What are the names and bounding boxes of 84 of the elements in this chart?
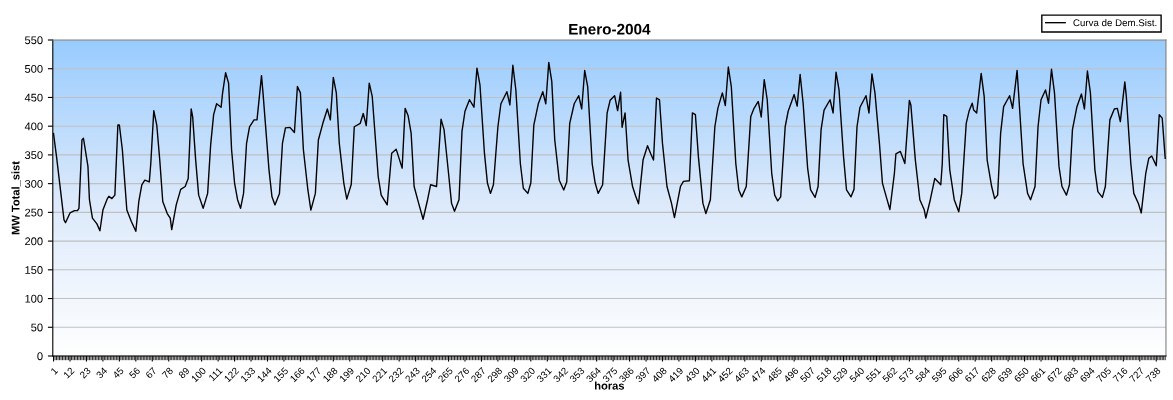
x-tick-label: 89 bbox=[178, 366, 190, 379]
x-tick-label: 1 bbox=[50, 367, 59, 375]
x-tick-label: 56 bbox=[128, 366, 141, 379]
x-tick-label: 496 bbox=[783, 366, 799, 383]
x-tick-label: 562 bbox=[881, 366, 898, 383]
x-tick-label: 628 bbox=[980, 366, 997, 383]
y-tick-label: 250 bbox=[25, 208, 43, 217]
x-tick-label: 155 bbox=[273, 366, 289, 383]
x-tick-label: 122 bbox=[223, 366, 240, 383]
x-tick-label: 287 bbox=[470, 366, 487, 383]
x-tick-label: 474 bbox=[750, 366, 767, 383]
x-tick-label: 133 bbox=[240, 366, 256, 383]
x-tick-label: 221 bbox=[371, 366, 388, 383]
x-tick-label: 199 bbox=[339, 366, 355, 383]
x-tick-label: 430 bbox=[684, 366, 701, 383]
x-tick-label: 210 bbox=[355, 366, 372, 383]
y-tick-label: 500 bbox=[24, 64, 43, 73]
y-tick-label: 150 bbox=[25, 266, 43, 274]
legend-label: Curva de Dem.Sist. bbox=[1073, 19, 1157, 27]
x-tick-label: 309 bbox=[503, 366, 520, 383]
x-tick-label: 375 bbox=[602, 366, 618, 383]
chart-title: Enero-2004 bbox=[569, 23, 651, 35]
x-tick-label: 254 bbox=[421, 366, 437, 383]
y-tick-label: 200 bbox=[25, 237, 43, 246]
x-tick-label: 78 bbox=[161, 366, 174, 379]
y-tick-label: 350 bbox=[24, 151, 43, 160]
x-tick-label: 298 bbox=[486, 366, 503, 383]
x-tick-label: 694 bbox=[1079, 366, 1096, 383]
x-tick-label: 177 bbox=[306, 367, 322, 383]
x-tick-label: 727 bbox=[1128, 366, 1145, 383]
x-tick-label: 243 bbox=[404, 366, 421, 383]
x-tick-label: 573 bbox=[898, 366, 915, 383]
x-tick-label: 507 bbox=[799, 366, 816, 383]
x-tick-label: 397 bbox=[635, 366, 651, 383]
x-tick-label: 672 bbox=[1046, 366, 1063, 383]
x-tick-label: 683 bbox=[1063, 366, 1079, 383]
x-tick-label: 551 bbox=[865, 367, 882, 383]
x-tick-label: 408 bbox=[651, 366, 668, 383]
x-tick-label: 463 bbox=[733, 366, 750, 383]
x-tick-label: 353 bbox=[569, 366, 585, 383]
x-tick-label: 518 bbox=[816, 366, 832, 383]
x-tick-label: 188 bbox=[322, 366, 339, 383]
y-tick-label: 50 bbox=[31, 323, 43, 332]
x-tick-label: 320 bbox=[519, 366, 536, 383]
y-tick-label: 300 bbox=[24, 179, 43, 188]
x-tick-label: 12 bbox=[63, 366, 75, 379]
x-tick-label: 452 bbox=[717, 366, 734, 383]
y-tick-label: 400 bbox=[24, 122, 43, 131]
x-tick-label: 716 bbox=[1112, 366, 1129, 383]
y-tick-label: 100 bbox=[25, 294, 43, 303]
y-tick-label: 450 bbox=[24, 93, 43, 102]
x-tick-label: 485 bbox=[766, 366, 783, 383]
x-tick-label: 705 bbox=[1095, 366, 1112, 383]
x-tick-label: 650 bbox=[1013, 366, 1030, 383]
x-tick-label: 617 bbox=[964, 366, 980, 383]
x-tick-label: 595 bbox=[931, 366, 948, 383]
x-tick-label: 441 bbox=[700, 367, 717, 383]
x-tick-label: 661 bbox=[1030, 366, 1046, 383]
x-tick-label: 419 bbox=[667, 366, 684, 383]
x-tick-label: 111 bbox=[208, 367, 223, 382]
x-tick-label: 166 bbox=[289, 366, 306, 383]
x-tick-label: 331 bbox=[536, 366, 552, 383]
x-tick-label: 606 bbox=[947, 366, 964, 383]
x-tick-label: 23 bbox=[79, 366, 92, 379]
x-tick-label: 364 bbox=[585, 366, 602, 383]
x-tick-label: 144 bbox=[256, 366, 273, 383]
x-tick-label: 529 bbox=[832, 366, 849, 383]
x-tick-label: 100 bbox=[190, 366, 207, 383]
x-tick-label: 584 bbox=[914, 366, 931, 383]
x-tick-label: 45 bbox=[112, 366, 125, 379]
x-tick-label: 639 bbox=[997, 366, 1013, 383]
y-tick-label: 0 bbox=[37, 352, 43, 361]
x-tick-label: 276 bbox=[454, 366, 470, 383]
x-tick-label: 34 bbox=[95, 366, 108, 379]
x-tick-label: 265 bbox=[437, 366, 454, 383]
x-tick-label: 232 bbox=[388, 366, 404, 383]
x-tick-label: 540 bbox=[848, 366, 865, 383]
x-tick-label: 342 bbox=[552, 366, 569, 383]
y-tick-label: 550 bbox=[24, 36, 43, 45]
y-axis-title: MW Total_sist bbox=[11, 161, 21, 235]
x-tick-label: 738 bbox=[1145, 366, 1161, 383]
x-tick-label: 67 bbox=[145, 366, 157, 379]
x-tick-label: 386 bbox=[618, 366, 635, 383]
x-axis-title: horas bbox=[595, 381, 625, 390]
